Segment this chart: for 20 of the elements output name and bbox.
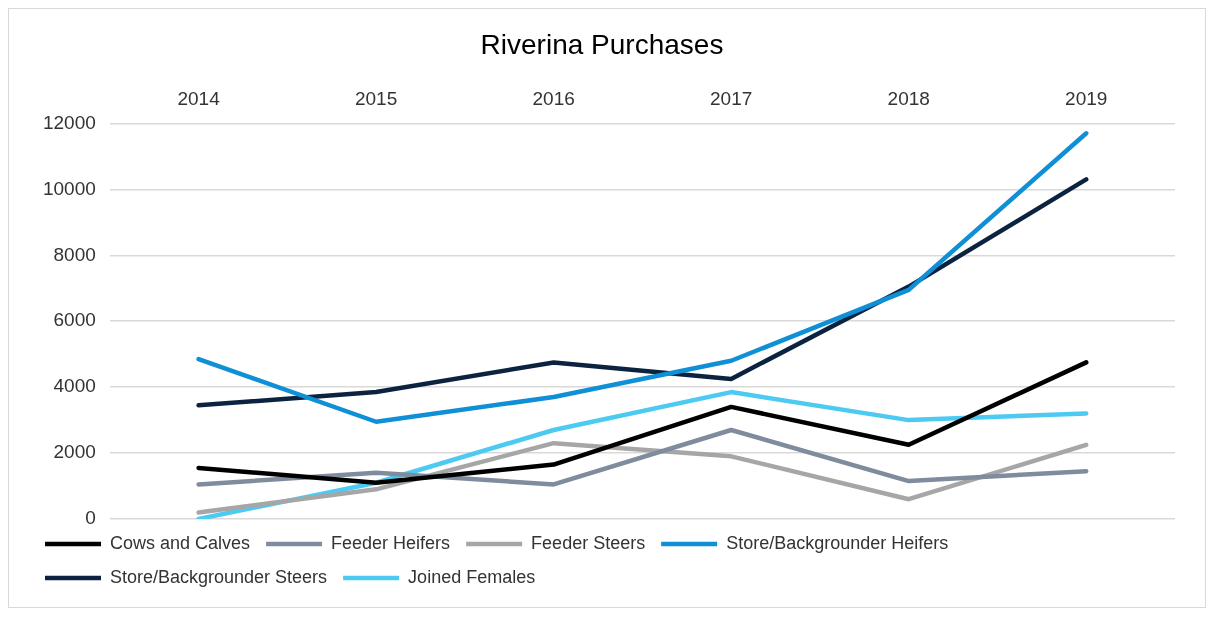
chart-title: Riverina Purchases [480,28,724,60]
x-tick-label: 2015 [354,88,398,110]
y-tick-label: 8000 [53,243,96,265]
x-tick-label: 2018 [887,88,930,110]
legend-label: Store/Backgrounder Steers [110,566,328,587]
x-tick-label: 2019 [1065,88,1108,110]
y-tick-label: 4000 [53,375,96,397]
y-tick-label: 0 [85,507,96,529]
y-tick-label: 2000 [53,441,96,463]
legend-label: Joined Females [408,566,536,587]
y-tick-label: 6000 [53,309,96,331]
legend-label: Feeder Heifers [331,532,451,553]
x-tick-label: 2016 [532,88,575,110]
y-tick-label: 12000 [42,111,96,133]
x-tick-label: 2014 [177,88,221,110]
legend-label: Cows and Calves [110,532,251,553]
legend-label: Feeder Steers [531,532,646,553]
y-tick-label: 10000 [42,177,96,199]
legend-label: Store/Backgrounder Heifers [726,532,949,553]
x-tick-label: 2017 [710,88,753,110]
